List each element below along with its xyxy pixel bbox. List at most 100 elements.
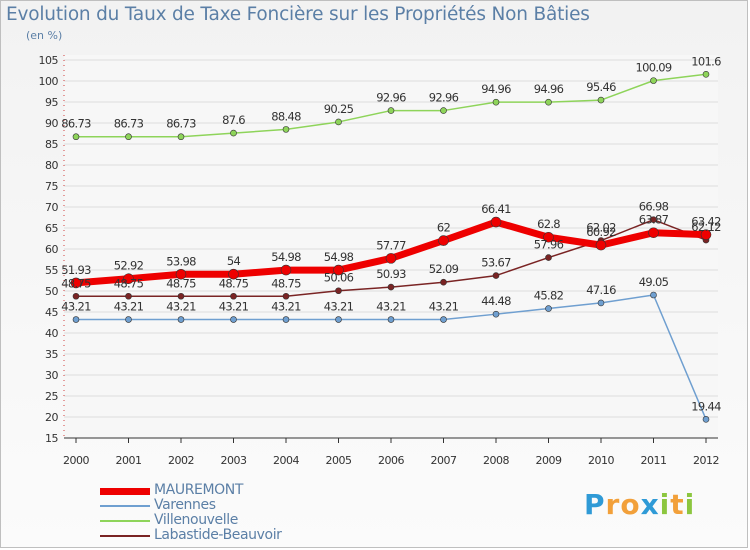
data-point: [72, 316, 80, 323]
data-label: 48.75: [114, 276, 144, 290]
data-point: [650, 291, 657, 299]
x-tick-label: 2006: [378, 454, 404, 467]
data-point: [545, 98, 552, 106]
data-point: [545, 254, 552, 261]
data-label: 88.48: [271, 109, 301, 123]
data-point: [648, 227, 659, 239]
y-tick-label: 80: [45, 159, 58, 172]
y-tick-label: 90: [45, 117, 58, 130]
x-tick-label: 2005: [326, 454, 352, 467]
data-point: [492, 272, 500, 279]
data-label: 43.21: [429, 300, 459, 314]
proxiti-logo: Proxiti: [584, 488, 695, 521]
data-point: [543, 231, 554, 243]
y-tick-label: 30: [45, 369, 58, 382]
data-point: [440, 316, 447, 323]
data-point: [490, 216, 502, 228]
data-label: 57.77: [376, 238, 406, 252]
data-point: [280, 264, 292, 276]
y-tick-label: 50: [45, 285, 58, 298]
data-label: 62.8: [537, 217, 560, 231]
x-tick-label: 2002: [168, 454, 194, 467]
data-label: 43.21: [166, 300, 196, 314]
x-tick-label: 2001: [116, 454, 142, 467]
data-label: 62.02: [586, 221, 616, 235]
data-label: 44.48: [481, 294, 511, 308]
data-label: 43.21: [114, 300, 144, 314]
data-point: [702, 416, 710, 423]
data-label: 57.96: [534, 238, 564, 252]
data-point: [335, 287, 342, 295]
data-label: 51.93: [61, 263, 91, 277]
data-point: [438, 235, 449, 246]
logo-letter: r: [605, 488, 621, 521]
data-label: 47.16: [586, 283, 616, 297]
data-point: [492, 98, 500, 106]
y-tick-label: 105: [39, 54, 59, 67]
data-label: 52.92: [114, 259, 144, 273]
data-point: [125, 133, 132, 141]
y-tick-label: 20: [45, 411, 58, 424]
y-tick-label: 25: [45, 390, 58, 403]
data-label: 62: [437, 221, 451, 235]
data-label: 48.75: [61, 276, 91, 290]
y-tick-label: 40: [45, 327, 58, 340]
logo-letter: o: [620, 488, 641, 521]
x-tick-label: 2008: [483, 454, 509, 467]
data-label: 19.44: [691, 399, 721, 413]
y-tick-label: 75: [45, 180, 58, 193]
data-label: 66.98: [639, 200, 669, 214]
data-point: [177, 133, 185, 141]
data-label: 86.73: [114, 117, 144, 131]
data-label: 53.98: [166, 254, 196, 268]
data-point: [700, 229, 712, 240]
data-point: [175, 268, 187, 280]
data-point: [123, 273, 134, 285]
y-tick-label: 65: [45, 222, 58, 235]
y-tick-label: 60: [45, 243, 58, 256]
x-tick-label: 2009: [536, 454, 562, 467]
data-point: [177, 292, 185, 300]
y-tick-label: 35: [45, 348, 58, 361]
x-tick-label: 2012: [693, 454, 719, 467]
data-label: 100.09: [635, 61, 671, 75]
logo-letter: P: [584, 488, 606, 521]
data-point: [387, 283, 395, 291]
data-label: 63.42: [691, 215, 721, 229]
data-label: 43.21: [324, 300, 354, 314]
data-point: [333, 264, 344, 276]
y-tick-label: 45: [45, 306, 58, 319]
data-label: 101.6: [691, 54, 721, 68]
x-tick-label: 2011: [641, 454, 667, 467]
legend-swatch: [100, 520, 150, 522]
x-tick-label: 2007: [431, 454, 457, 467]
data-label: 43.21: [219, 300, 249, 314]
legend-label: MAUREMONT: [154, 482, 243, 498]
data-point: [70, 277, 82, 289]
data-label: 54.98: [324, 250, 354, 264]
data-label: 87.6: [222, 113, 245, 127]
legend-swatch: [100, 487, 150, 495]
data-label: 66.41: [481, 202, 511, 216]
data-point: [595, 239, 607, 251]
data-point: [125, 316, 132, 323]
data-point: [335, 118, 342, 126]
data-point: [72, 133, 80, 141]
data-point: [230, 316, 237, 323]
x-tick-label: 2003: [221, 454, 247, 467]
data-point: [597, 299, 605, 307]
data-point: [597, 96, 605, 104]
data-point: [72, 292, 80, 300]
logo-letter: i: [659, 488, 671, 521]
data-point: [387, 316, 395, 323]
y-tick-label: 100: [39, 75, 59, 88]
data-point: [125, 292, 132, 300]
x-tick-label: 2010: [588, 454, 614, 467]
data-label: 45.82: [534, 289, 564, 303]
legend-swatch: [100, 535, 150, 537]
data-point: [177, 316, 185, 323]
data-point: [230, 292, 237, 300]
y-tick-label: 55: [45, 264, 58, 277]
logo-letter: t: [670, 488, 685, 521]
data-point: [230, 129, 237, 137]
